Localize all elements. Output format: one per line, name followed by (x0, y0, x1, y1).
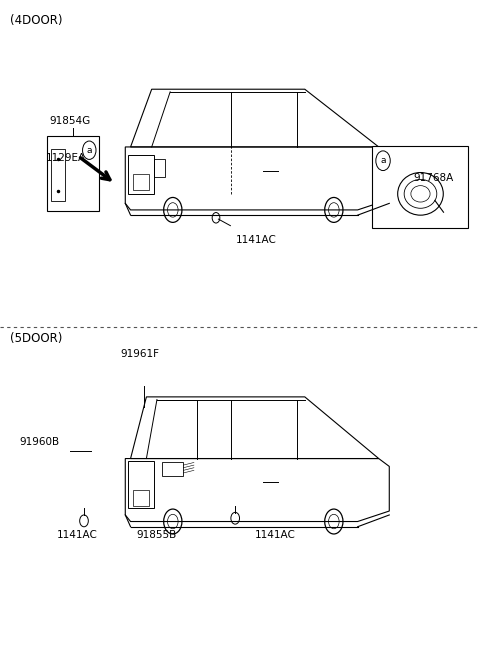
Text: 91768A: 91768A (414, 173, 454, 184)
Text: 91855B: 91855B (137, 530, 177, 540)
Text: (5DOOR): (5DOOR) (10, 332, 62, 345)
Text: a: a (380, 156, 386, 165)
Text: (4DOOR): (4DOOR) (10, 14, 62, 28)
Text: 1129EA: 1129EA (46, 154, 86, 163)
Text: a: a (86, 146, 92, 155)
Bar (51, 149, 65, 201)
Text: 1141AC: 1141AC (236, 235, 277, 245)
Bar (47, 136, 99, 211)
Bar (372, 146, 468, 228)
Text: 91961F: 91961F (120, 350, 159, 359)
Text: 1141AC: 1141AC (57, 530, 97, 540)
Text: 1141AC: 1141AC (254, 530, 295, 540)
Text: 91960B: 91960B (19, 437, 60, 447)
Text: 91854G: 91854G (49, 116, 91, 126)
